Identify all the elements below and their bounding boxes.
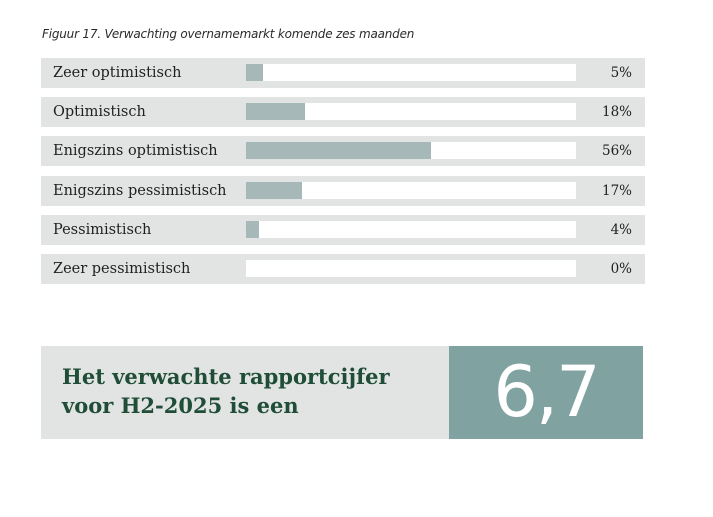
- bar-track: [246, 182, 576, 199]
- value-label: 0%: [610, 261, 632, 277]
- bar: [246, 103, 306, 120]
- chart-row: Enigszins optimistisch 56%: [41, 136, 645, 166]
- bar-track: [246, 221, 576, 238]
- category-label: Pessimistisch: [53, 222, 152, 238]
- chart-row: Zeer pessimistisch 0%: [41, 254, 645, 284]
- chart-row: Enigszins pessimistisch 17%: [41, 176, 645, 206]
- score-text-line2: voor H2-2025 is een: [62, 393, 299, 418]
- score-box: Het verwachte rapportcijfer voor H2-2025…: [41, 346, 643, 439]
- score-description: Het verwachte rapportcijfer voor H2-2025…: [62, 362, 402, 420]
- bar-track: [246, 260, 576, 277]
- score-panel: 6,7: [449, 346, 643, 439]
- value-label: 17%: [601, 183, 632, 199]
- chart-row: Pessimistisch 4%: [41, 215, 645, 245]
- bar: [246, 64, 263, 81]
- category-label: Optimistisch: [53, 104, 146, 120]
- bar: [246, 182, 303, 199]
- value-label: 4%: [610, 222, 632, 238]
- figure-caption: Figuur 17. Verwachting overnamemarkt kom…: [42, 27, 415, 41]
- category-label: Zeer optimistisch: [53, 65, 182, 81]
- chart-row: Zeer optimistisch 5%: [41, 58, 645, 88]
- category-label: Enigszins optimistisch: [53, 143, 218, 159]
- bar-track: [246, 103, 576, 120]
- category-label: Enigszins pessimistisch: [53, 183, 227, 199]
- category-label: Zeer pessimistisch: [53, 261, 191, 277]
- bar-track: [246, 142, 576, 159]
- bar: [246, 221, 260, 238]
- value-label: 18%: [601, 104, 632, 120]
- score-value: 6,7: [493, 351, 600, 433]
- score-text-line1: Het verwachte rapportcijfer: [62, 364, 390, 389]
- bar-track: [246, 64, 576, 81]
- chart-row: Optimistisch 18%: [41, 97, 645, 127]
- value-label: 56%: [601, 143, 632, 159]
- value-label: 5%: [610, 65, 632, 81]
- bar: [246, 142, 431, 159]
